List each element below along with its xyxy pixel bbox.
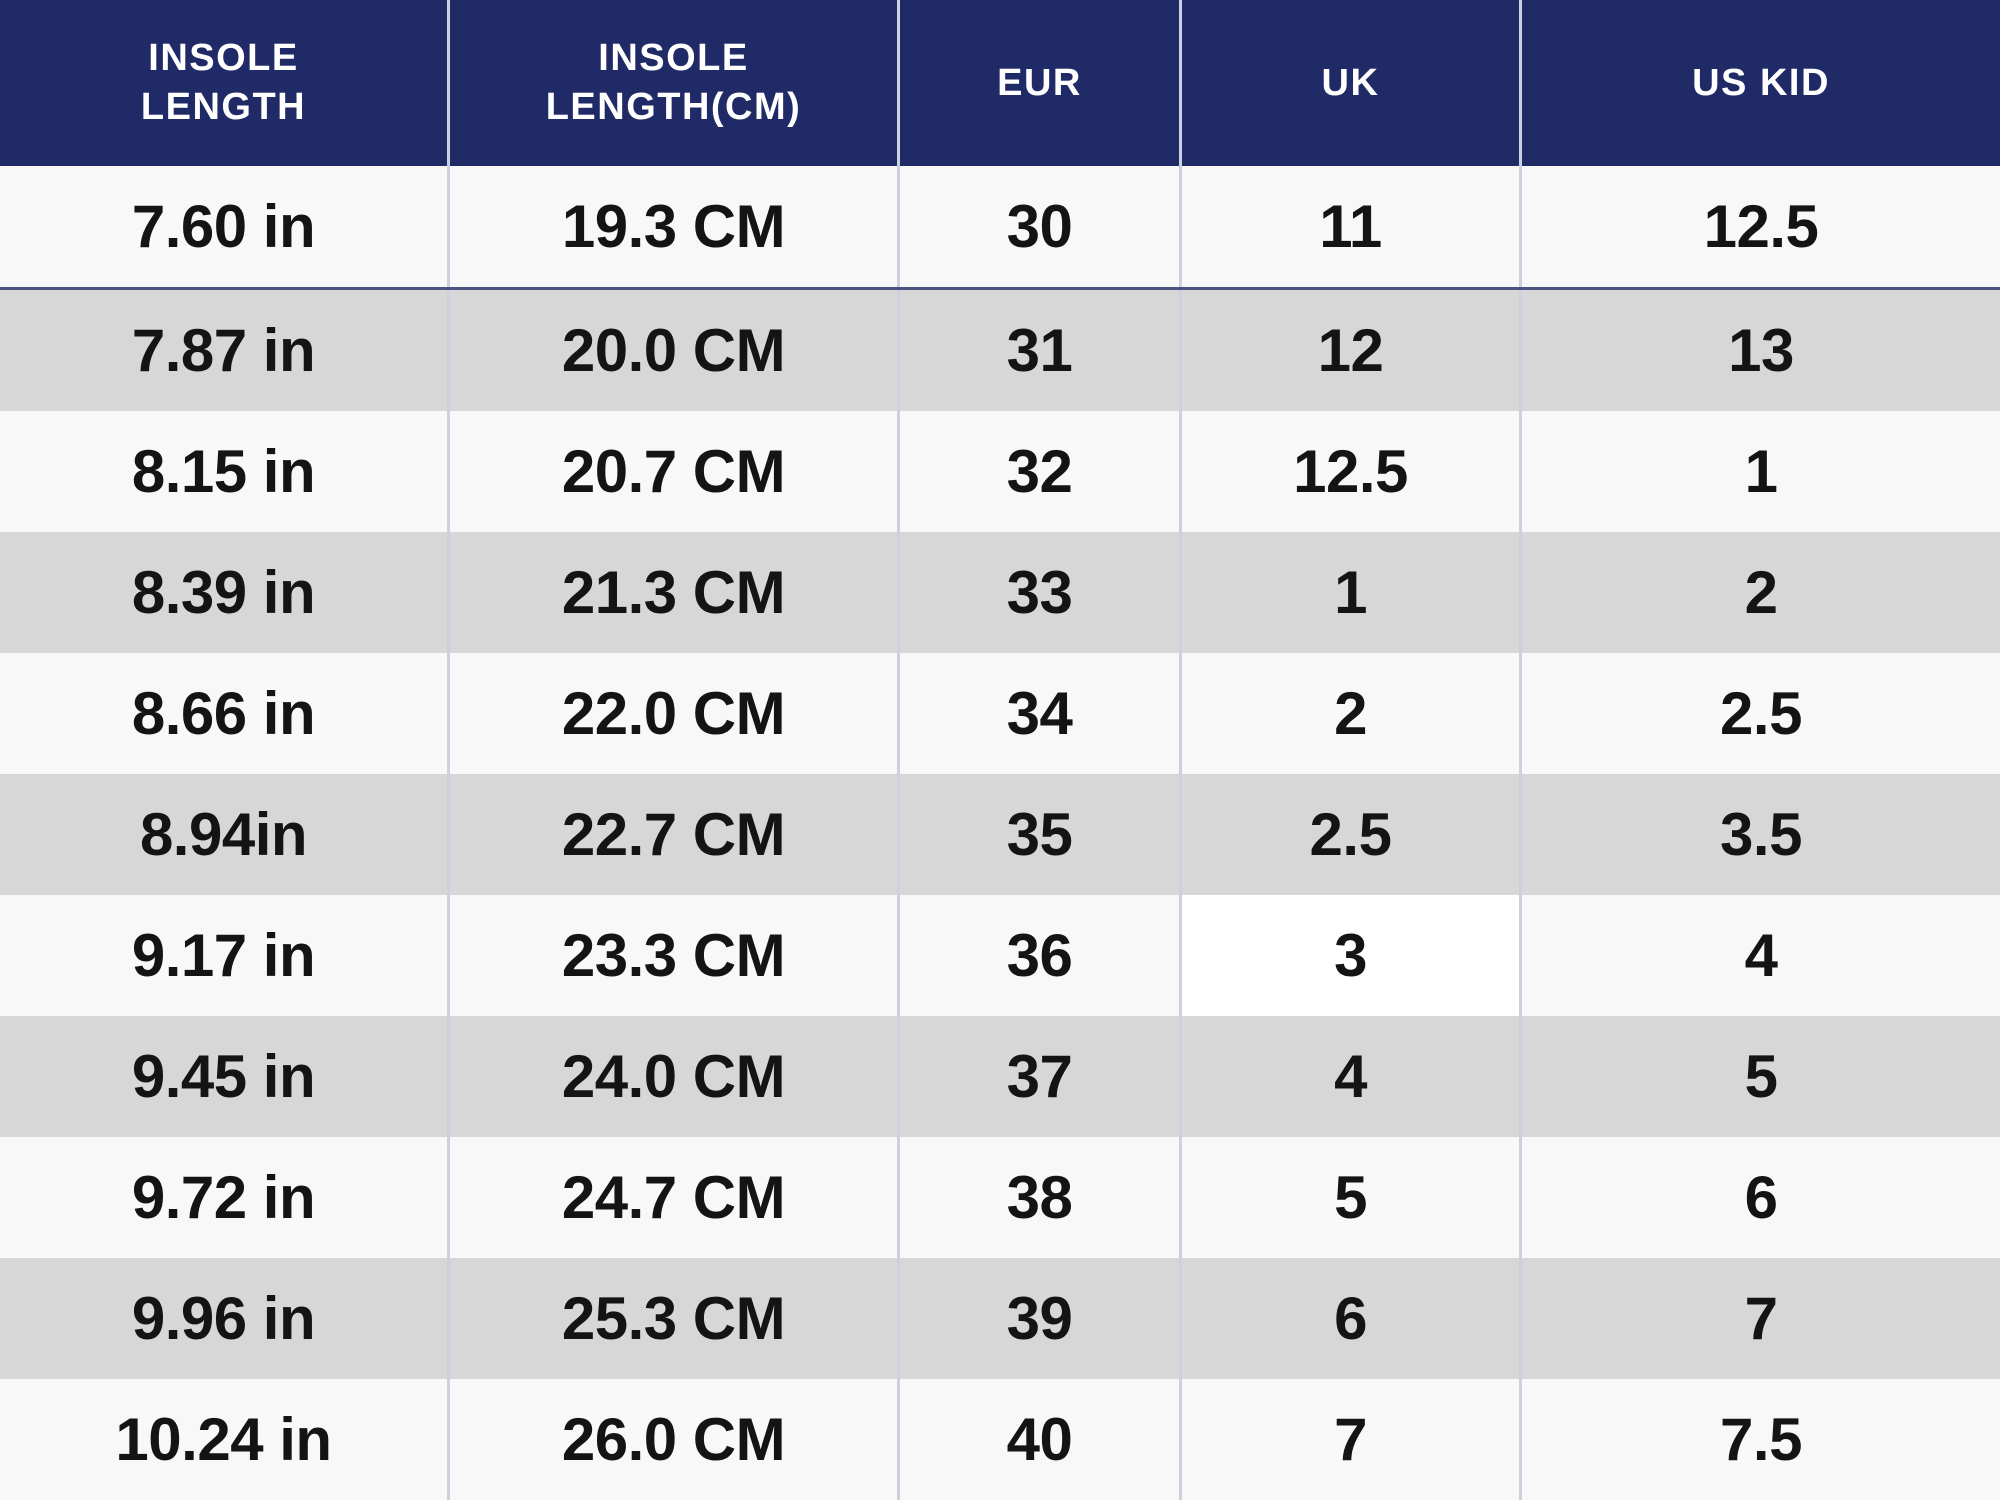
cell-row4-insole-length: 8.39 in bbox=[0, 532, 450, 653]
cell-row1-eur: 30 bbox=[900, 166, 1182, 287]
cell-row6-insole-length-cm: 22.7 CM bbox=[450, 774, 900, 895]
cell-row4-insole-length-cm: 21.3 CM bbox=[450, 532, 900, 653]
cell-row5-us-kid: 2.5 bbox=[1522, 653, 2000, 774]
header-cell-uk: UK bbox=[1182, 0, 1522, 166]
cell-row11-eur: 40 bbox=[900, 1379, 1182, 1500]
cell-row6-insole-length: 8.94in bbox=[0, 774, 450, 895]
cell-row10-insole-length-cm: 25.3 CM bbox=[450, 1258, 900, 1379]
header-cell-eur: EUR bbox=[900, 0, 1182, 166]
cell-row9-uk: 5 bbox=[1182, 1137, 1522, 1258]
cell-row8-insole-length: 9.45 in bbox=[0, 1016, 450, 1137]
header-cell-insole-length-cm: INSOLE LENGTH(CM) bbox=[450, 0, 900, 166]
cell-row8-us-kid: 5 bbox=[1522, 1016, 2000, 1137]
cell-row6-uk: 2.5 bbox=[1182, 774, 1522, 895]
table-row-7: 9.17 in 23.3 CM 36 3 4 bbox=[0, 895, 2000, 1016]
header-cell-insole-length: INSOLE LENGTH bbox=[0, 0, 450, 166]
cell-row7-us-kid: 4 bbox=[1522, 895, 2000, 1016]
cell-row10-insole-length: 9.96 in bbox=[0, 1258, 450, 1379]
cell-row4-us-kid: 2 bbox=[1522, 532, 2000, 653]
cell-row5-uk: 2 bbox=[1182, 653, 1522, 774]
cell-row11-uk: 7 bbox=[1182, 1379, 1522, 1500]
table-row-2: 7.87 in 20.0 CM 31 12 13 bbox=[0, 290, 2000, 411]
cell-row10-eur: 39 bbox=[900, 1258, 1182, 1379]
cell-row5-insole-length: 8.66 in bbox=[0, 653, 450, 774]
cell-row10-us-kid: 7 bbox=[1522, 1258, 2000, 1379]
cell-row11-insole-length: 10.24 in bbox=[0, 1379, 450, 1500]
cell-row6-us-kid: 3.5 bbox=[1522, 774, 2000, 895]
cell-row2-us-kid: 13 bbox=[1522, 290, 2000, 411]
table-header-row: INSOLE LENGTH INSOLE LENGTH(CM) EUR UK US KI… bbox=[0, 0, 2000, 166]
cell-row1-insole-length: 7.60 in bbox=[0, 166, 450, 287]
table-row-8: 9.45 in 24.0 CM 37 4 5 bbox=[0, 1016, 2000, 1137]
table-row-4: 8.39 in 21.3 CM 33 1 2 bbox=[0, 532, 2000, 653]
cell-row2-uk: 12 bbox=[1182, 290, 1522, 411]
cell-row1-uk: 11 bbox=[1182, 166, 1522, 287]
cell-row8-insole-length-cm: 24.0 CM bbox=[450, 1016, 900, 1137]
cell-row3-us-kid: 1 bbox=[1522, 411, 2000, 532]
cell-row4-uk: 1 bbox=[1182, 532, 1522, 653]
table-row-11: 10.24 in 26.0 CM 40 7 7.5 bbox=[0, 1379, 2000, 1500]
cell-row7-insole-length: 9.17 in bbox=[0, 895, 450, 1016]
cell-row7-insole-length-cm: 23.3 CM bbox=[450, 895, 900, 1016]
cell-row9-insole-length-cm: 24.7 CM bbox=[450, 1137, 900, 1258]
cell-row3-eur: 32 bbox=[900, 411, 1182, 532]
cell-row11-us-kid: 7.5 bbox=[1522, 1379, 2000, 1500]
cell-row8-eur: 37 bbox=[900, 1016, 1182, 1137]
cell-row3-insole-length: 8.15 in bbox=[0, 411, 450, 532]
cell-row9-insole-length: 9.72 in bbox=[0, 1137, 450, 1258]
cell-row11-insole-length-cm: 26.0 CM bbox=[450, 1379, 900, 1500]
table-row-9: 9.72 in 24.7 CM 38 5 6 bbox=[0, 1137, 2000, 1258]
cell-row7-eur: 36 bbox=[900, 895, 1182, 1016]
cell-row3-uk: 12.5 bbox=[1182, 411, 1522, 532]
cell-row9-us-kid: 6 bbox=[1522, 1137, 2000, 1258]
cell-row10-uk: 6 bbox=[1182, 1258, 1522, 1379]
table-row-10: 9.96 in 25.3 CM 39 6 7 bbox=[0, 1258, 2000, 1379]
cell-row1-insole-length-cm: 19.3 CM bbox=[450, 166, 900, 287]
cell-row9-eur: 38 bbox=[900, 1137, 1182, 1258]
cell-row5-eur: 34 bbox=[900, 653, 1182, 774]
table-row-5: 8.66 in 22.0 CM 34 2 2.5 bbox=[0, 653, 2000, 774]
cell-row5-insole-length-cm: 22.0 CM bbox=[450, 653, 900, 774]
header-cell-us-kid: US KID bbox=[1522, 0, 2000, 166]
cell-row7-uk: 3 bbox=[1182, 895, 1522, 1016]
table-row-1: 7.60 in 19.3 CM 30 11 12.5 bbox=[0, 166, 2000, 290]
cell-row2-eur: 31 bbox=[900, 290, 1182, 411]
cell-row2-insole-length: 7.87 in bbox=[0, 290, 450, 411]
cell-row1-us-kid: 12.5 bbox=[1522, 166, 2000, 287]
cell-row4-eur: 33 bbox=[900, 532, 1182, 653]
cell-row2-insole-length-cm: 20.0 CM bbox=[450, 290, 900, 411]
cell-row6-eur: 35 bbox=[900, 774, 1182, 895]
cell-row3-insole-length-cm: 20.7 CM bbox=[450, 411, 900, 532]
table-row-6: 8.94in 22.7 CM 35 2.5 3.5 bbox=[0, 774, 2000, 895]
table-row-3: 8.15 in 20.7 CM 32 12.5 1 bbox=[0, 411, 2000, 532]
cell-row8-uk: 4 bbox=[1182, 1016, 1522, 1137]
